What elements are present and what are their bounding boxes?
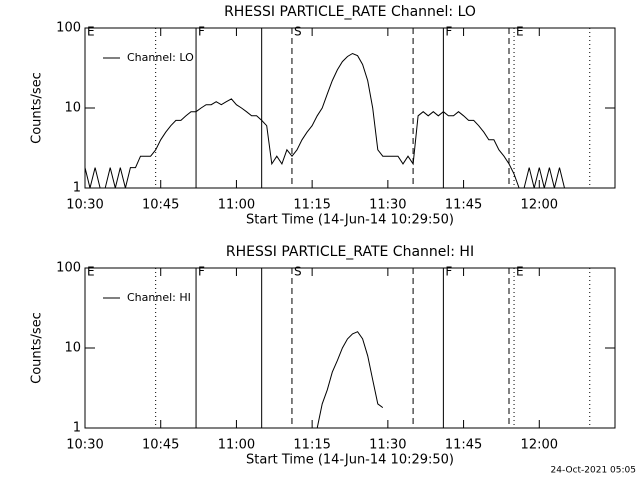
event-label: E: [87, 265, 95, 279]
x-tick-label: 10:30: [66, 198, 103, 213]
y-axis-label: Counts/sec: [30, 312, 45, 384]
x-axis-label: Start Time (14-Jun-14 10:29:50): [246, 453, 454, 468]
y-tick-label: 1: [73, 421, 81, 436]
event-label: S: [294, 265, 302, 279]
event-label: E: [87, 25, 95, 39]
x-tick-label: 10:45: [142, 198, 179, 213]
x-tick-label: 11:30: [369, 438, 406, 453]
y-axis-label: Counts/sec: [30, 72, 45, 144]
legend-label: Channel: LO: [127, 51, 194, 64]
x-tick-label: 11:15: [293, 198, 330, 213]
x-tick-label: 10:30: [66, 438, 103, 453]
event-label: F: [445, 25, 452, 39]
y-tick-label: 100: [56, 21, 81, 36]
x-tick-label: 11:00: [218, 438, 255, 453]
x-tick-label: 12:00: [521, 198, 558, 213]
chart-title: RHESSI PARTICLE_RATE Channel: LO: [224, 4, 476, 20]
data-line: [316, 331, 384, 429]
x-tick-label: 11:15: [293, 438, 330, 453]
x-tick-label: 11:30: [369, 198, 406, 213]
x-tick-label: 11:45: [445, 438, 482, 453]
event-label: F: [445, 265, 452, 279]
x-axis-label: Start Time (14-Jun-14 10:29:50): [246, 213, 454, 228]
footer: 24-Oct-2021 05:05: [551, 466, 636, 476]
legend-label: Channel: HI: [127, 291, 191, 304]
chart-title: RHESSI PARTICLE_RATE Channel: HI: [226, 244, 474, 260]
x-tick-label: 11:00: [218, 198, 255, 213]
x-tick-label: 11:45: [445, 198, 482, 213]
y-tick-label: 1: [73, 181, 81, 196]
x-tick-label: 12:00: [521, 438, 558, 453]
event-label: F: [198, 25, 205, 39]
event-label: F: [198, 265, 205, 279]
x-tick-label: 10:45: [142, 438, 179, 453]
event-label: S: [294, 25, 302, 39]
y-tick-label: 10: [64, 341, 81, 356]
data-line: [84, 52, 565, 189]
event-label: E: [516, 265, 524, 279]
y-tick-label: 10: [64, 101, 81, 116]
y-tick-label: 100: [56, 261, 81, 276]
event-label: E: [516, 25, 524, 39]
